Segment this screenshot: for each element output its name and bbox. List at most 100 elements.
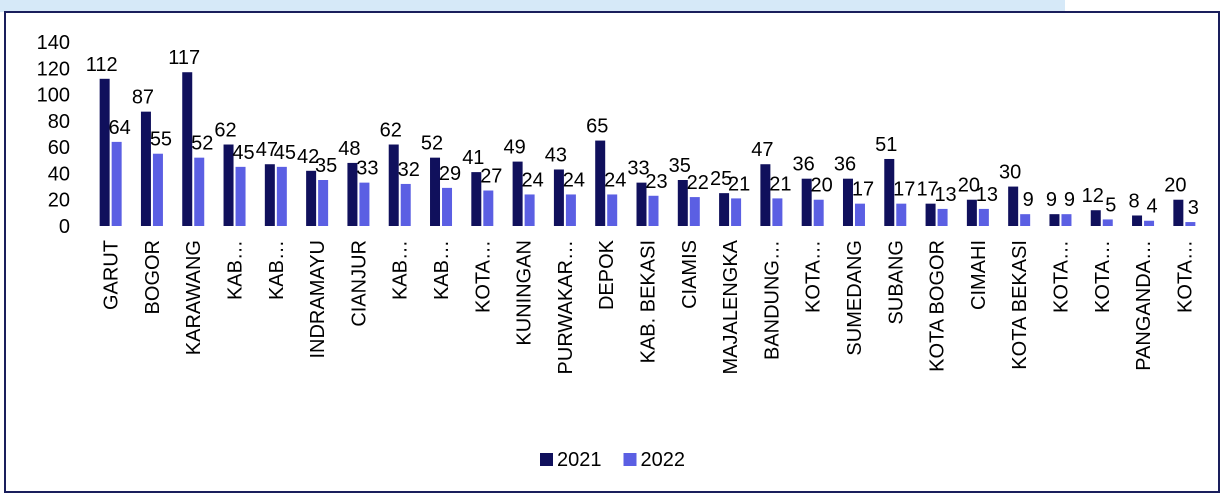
data-label: 4: [1146, 196, 1157, 218]
data-label: 30: [999, 162, 1021, 184]
bar: [512, 161, 523, 226]
bar: [430, 157, 441, 226]
x-tick-label: BANDUNG…: [761, 240, 783, 360]
data-label: 112: [86, 54, 118, 76]
x-tick-label: KARAWANG: [183, 240, 205, 355]
y-tick-label: 40: [48, 163, 70, 185]
bar: [152, 153, 163, 226]
x-tick-label: SUMEDANG: [844, 240, 866, 356]
bar: [235, 166, 246, 226]
y-tick-label: 80: [48, 111, 70, 133]
bar: [595, 140, 606, 226]
x-tick-label: KAB…: [431, 240, 453, 300]
bar: [884, 158, 895, 226]
x-tick-label: INDRAMAYU: [307, 240, 329, 359]
y-tick-label: 60: [48, 137, 70, 159]
bar: [483, 190, 494, 226]
data-label: 5: [1105, 194, 1116, 216]
bar: [223, 144, 234, 226]
bar: [1102, 219, 1113, 226]
data-label: 17: [893, 179, 915, 201]
x-tick-label: KAB. BEKASI: [638, 240, 660, 363]
bar: [607, 194, 618, 226]
data-label: 45: [232, 142, 254, 164]
bar: [966, 199, 977, 226]
bar: [896, 203, 907, 226]
data-label: 33: [627, 158, 649, 180]
bar: [842, 178, 853, 226]
x-tick-label: KUNINGAN: [514, 240, 536, 346]
data-label: 3: [1188, 197, 1199, 219]
data-label: 36: [834, 154, 856, 176]
legend-swatch: [623, 453, 637, 466]
x-tick-label: PURWAKAR…: [555, 240, 577, 374]
data-label: 65: [586, 116, 608, 138]
y-tick-label: 140: [37, 32, 70, 54]
data-label: 13: [934, 184, 956, 206]
data-label: 51: [875, 134, 897, 156]
x-tick-label: KOTA…: [1050, 240, 1072, 313]
x-tick-label: BOGOR: [142, 240, 164, 314]
data-label: 12: [1082, 185, 1104, 207]
bar: [553, 169, 564, 226]
x-tick-label: KAB…: [390, 240, 412, 300]
bar: [471, 172, 482, 226]
bar: [1008, 186, 1019, 226]
bar: [359, 182, 370, 226]
data-label: 21: [728, 173, 750, 195]
x-tick-label: KOTA…: [803, 240, 825, 313]
bar: [677, 180, 688, 226]
data-label: 9: [1064, 189, 1075, 211]
bar: [1132, 215, 1143, 226]
bar: [731, 198, 742, 226]
top-band: [0, 0, 1065, 12]
bar: [1020, 214, 1031, 226]
bar: [854, 203, 865, 226]
x-tick-label: CIANJUR: [348, 240, 370, 327]
data-label: 62: [214, 120, 236, 142]
data-label: 29: [439, 163, 461, 185]
bar: [99, 78, 110, 226]
bar: [111, 141, 122, 226]
x-tick-label: DEPOK: [596, 239, 618, 310]
data-label: 52: [421, 133, 443, 155]
data-label: 24: [521, 169, 543, 191]
data-label: 62: [380, 120, 402, 142]
data-label: 21: [769, 173, 791, 195]
data-label: 64: [109, 117, 131, 139]
data-label: 47: [751, 139, 773, 161]
data-label: 20: [958, 175, 980, 197]
data-label: 42: [297, 146, 319, 168]
bar: [1090, 210, 1101, 226]
data-label: 52: [191, 133, 213, 155]
data-label: 35: [315, 155, 337, 177]
legend-swatch: [540, 453, 553, 466]
data-label: 87: [132, 87, 154, 109]
x-tick-label: CIAMIS: [679, 240, 701, 309]
bar: [1049, 214, 1060, 226]
data-label: 35: [669, 155, 691, 177]
bar: [347, 162, 358, 226]
bar: [719, 193, 730, 226]
bar: [1061, 214, 1072, 226]
bar: [276, 166, 287, 226]
data-label: 24: [604, 169, 626, 191]
data-label: 22: [687, 172, 709, 194]
data-label: 25: [710, 168, 732, 190]
bar: [388, 144, 399, 226]
data-label: 17: [916, 179, 938, 201]
x-tick-label: KOTA BOGOR: [927, 240, 949, 372]
x-tick-label: PANGANDA…: [1133, 240, 1155, 371]
data-label: 24: [563, 169, 585, 191]
data-label: 48: [338, 138, 360, 160]
y-tick-label: 120: [37, 58, 70, 80]
bar: [636, 182, 647, 226]
bar: [524, 194, 535, 226]
x-tick-label: KOTA BEKASI: [1009, 240, 1031, 370]
x-tick-label: MAJALENGKA: [720, 239, 742, 374]
bar: [978, 208, 989, 226]
data-label: 33: [356, 158, 378, 180]
bar: [689, 197, 700, 226]
bar: [648, 195, 659, 226]
data-label: 8: [1128, 190, 1139, 212]
